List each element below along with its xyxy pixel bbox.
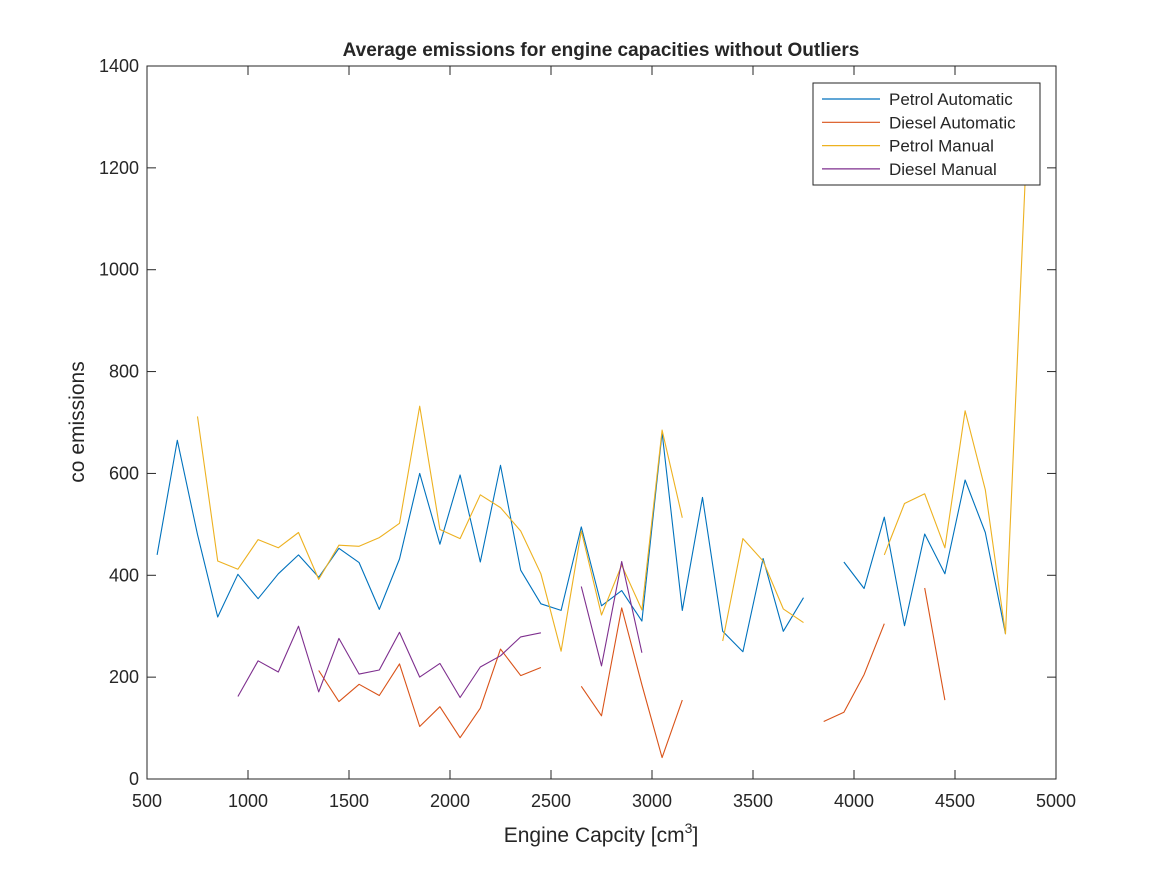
y-tick-label: 0 <box>129 769 139 789</box>
series-line-petrol-manual <box>196 167 1027 652</box>
x-tick-label: 2000 <box>430 791 470 811</box>
series-line-diesel-manual <box>237 560 643 699</box>
series-line-petrol-automatic <box>156 432 1007 653</box>
legend-label-petrol-automatic: Petrol Automatic <box>889 90 1013 109</box>
x-tick-label: 500 <box>132 791 162 811</box>
y-axis-label: co emissions <box>66 361 89 482</box>
x-tick-label: 1000 <box>228 791 268 811</box>
x-tick-label: 2500 <box>531 791 571 811</box>
axis-ticks: 500 1000 1500 2000 2500 3000 3500 4000 4500 5000 0… <box>99 56 1076 811</box>
x-tick-label: 1500 <box>329 791 369 811</box>
chart-title: Average emissions for engine capacities … <box>343 40 860 61</box>
y-tick-label: 1400 <box>99 56 139 76</box>
y-tick-label: 600 <box>109 463 139 483</box>
series-line-diesel-automatic <box>318 587 946 759</box>
x-axis-label: Engine Capcity [cm3] <box>504 820 699 847</box>
y-tick-label: 800 <box>109 362 139 382</box>
legend-label-diesel-manual: Diesel Manual <box>889 160 997 179</box>
legend-box <box>812 82 1041 186</box>
x-tick-label: 4500 <box>935 791 975 811</box>
x-tick-label: 5000 <box>1036 791 1076 811</box>
legend-items: Petrol Automatic Diesel Automatic Petrol M… <box>822 90 1016 179</box>
x-axis-label-suffix: ] <box>692 824 698 847</box>
legend: Petrol Automatic Diesel Automatic Petrol M… <box>812 82 1041 186</box>
x-tick-label: 3000 <box>632 791 672 811</box>
x-tick-label: 4000 <box>834 791 874 811</box>
series-lines <box>156 167 1027 759</box>
legend-label-diesel-automatic: Diesel Automatic <box>889 113 1016 132</box>
y-tick-label: 200 <box>109 667 139 687</box>
y-tick-label: 1200 <box>99 158 139 178</box>
x-axis-label-main: Engine Capcity [cm <box>504 824 685 847</box>
y-tick-label: 1000 <box>99 260 139 280</box>
x-tick-label: 3500 <box>733 791 773 811</box>
y-tick-label: 400 <box>109 565 139 585</box>
x-axis-label-superscript: 3 <box>685 820 693 836</box>
legend-label-petrol-manual: Petrol Manual <box>889 137 994 156</box>
